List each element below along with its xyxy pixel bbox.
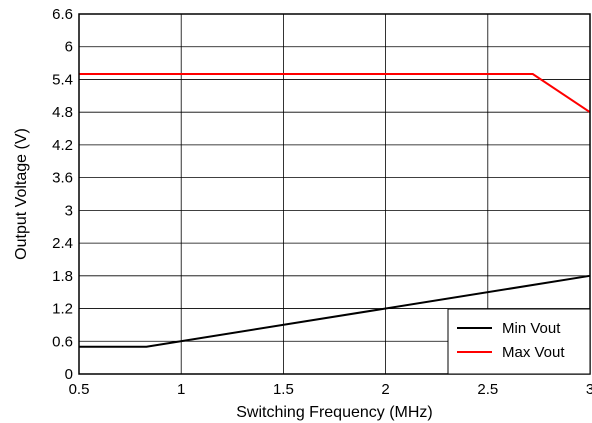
- y-tick-label: 4.8: [52, 104, 73, 121]
- y-tick-label: 2.4: [52, 235, 73, 252]
- plot-frame: [78, 13, 591, 375]
- y-tick-label: 0: [65, 366, 73, 383]
- y-tick-label: 0.6: [52, 333, 73, 350]
- x-tick-label: 3: [586, 381, 592, 398]
- x-tick-label: 1.5: [273, 381, 294, 398]
- x-axis-title: Switching Frequency (MHz): [236, 404, 433, 421]
- legend-label: Min Vout: [502, 320, 561, 337]
- y-tick-label: 6.6: [52, 6, 73, 23]
- series-line-2: [79, 73, 591, 114]
- y-axis-title: Output Voltage (V): [13, 128, 30, 260]
- x-tick-label: 2.5: [477, 381, 498, 398]
- legend-box: [447, 308, 591, 375]
- y-tick-label: 3: [65, 202, 73, 219]
- x-tick-label: 0.5: [69, 381, 90, 398]
- y-tick-label: 6: [65, 39, 73, 56]
- y-tick-label: 3.6: [52, 170, 73, 187]
- y-tick-labels: 0 0.6 1.2 1.8 2.4 3 3.6 4.2 4.8 5.4 6 6.6: [52, 6, 73, 383]
- x-tick-label: 2: [381, 381, 389, 398]
- x-tick-labels: 0.5 1 1.5 2 2.5 3: [69, 381, 592, 398]
- legend: Min Vout Max Vout: [447, 308, 591, 375]
- y-tick-label: 4.2: [52, 137, 73, 154]
- legend-label: Max Vout: [502, 344, 565, 361]
- series-lines: [79, 73, 591, 348]
- y-tick-label: 1.2: [52, 301, 73, 318]
- y-tick-label: 1.8: [52, 268, 73, 285]
- series-line-1: [79, 274, 591, 348]
- x-tick-label: 1: [177, 381, 185, 398]
- y-tick-label: 5.4: [52, 71, 73, 88]
